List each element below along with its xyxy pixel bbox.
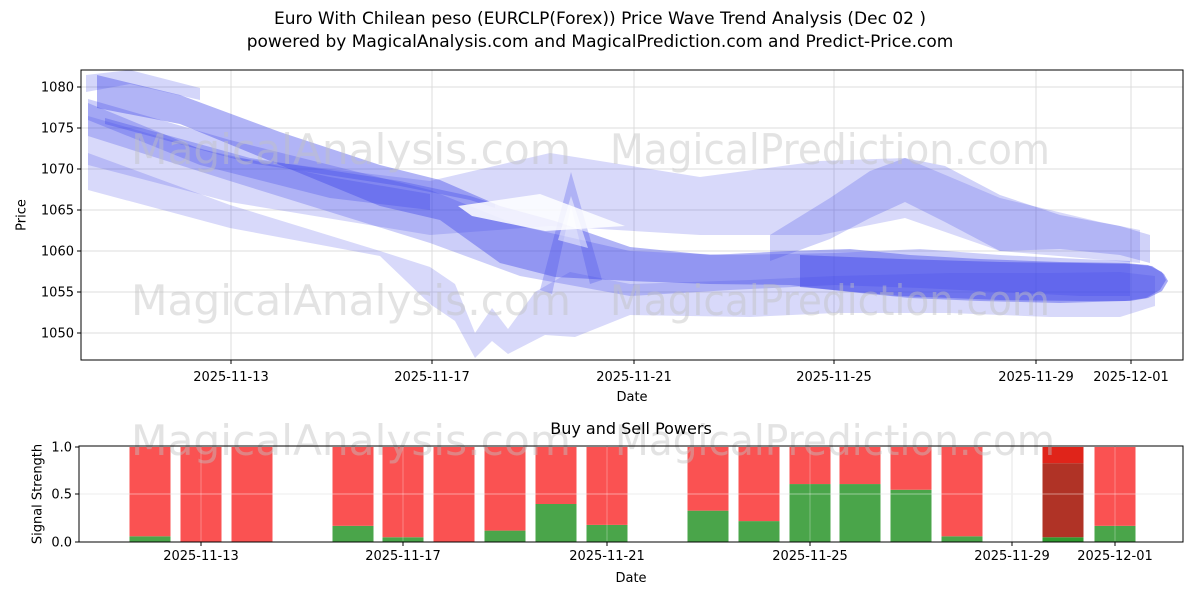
signal-x-axis-label: Date (615, 571, 647, 586)
watermark-text: MagicalAnalysis.com (131, 416, 571, 465)
signal-bar-segment-red (941, 447, 983, 537)
price-band-dark-core (97, 75, 1166, 303)
signal-bar-segment-red (535, 447, 577, 504)
price-ytick-label: 1080 (41, 81, 74, 96)
signal-bar-segment-red (231, 447, 273, 542)
price-band-pinch-line (105, 118, 495, 208)
signal-bar-segment-red (129, 447, 171, 537)
signal-bar-segment-red (890, 447, 932, 490)
price-plot-border (80, 69, 1184, 361)
price-band-right-bump (770, 158, 1150, 263)
signal-xtick-label: 2025-11-13 (163, 549, 239, 564)
price-y-axis-label: Price (14, 199, 30, 231)
signal-bar-segment-green (535, 504, 577, 542)
signal-bar-segment-green (687, 510, 729, 542)
signal-bar-segment-green (789, 484, 831, 542)
watermark-text: MagicalPrediction.com (610, 125, 1050, 174)
signal-bar-segment-red (586, 447, 628, 525)
signal-bar-segment-hl_darkred (1042, 463, 1084, 538)
signal-bar-segment-red (839, 447, 881, 485)
watermark-text: MagicalAnalysis.com (131, 125, 571, 174)
watermark-text: MagicalPrediction.com (615, 416, 1055, 465)
signal-bar-segment-red (180, 447, 222, 542)
signal-y-axis-label: Signal Strength (30, 443, 46, 545)
price-band-light-upper (88, 116, 1140, 263)
signal-bar-segment-green (890, 489, 932, 542)
price-xtick-label: 2025-11-17 (394, 370, 470, 385)
price-band-right-finger (800, 255, 1168, 301)
price-ytick-label: 1075 (41, 122, 74, 137)
price-ytick-label: 1050 (41, 327, 74, 342)
price-band-medium-mid (88, 99, 1130, 296)
signal-bar-segment-red (332, 447, 374, 526)
main-title-line1: Euro With Chilean peso (EURCLP(Forex)) P… (274, 9, 926, 29)
price-ytick-label: 1065 (41, 204, 74, 219)
price-xtick-label: 2025-11-25 (796, 370, 872, 385)
price-band-dark-crossing (88, 103, 430, 210)
price-white-spike-inner (558, 196, 588, 248)
signal-xtick-label: 2025-11-29 (974, 549, 1050, 564)
price-band-left-top-sliver (86, 70, 200, 100)
signal-bar-segment-red (484, 447, 526, 531)
signal-xtick-label: 2025-12-01 (1077, 549, 1153, 564)
signal-bar-segment-green (484, 530, 526, 542)
price-band-spike (540, 172, 602, 294)
signal-bar-segment-red (738, 447, 780, 522)
price-xtick-label: 2025-12-01 (1093, 370, 1169, 385)
price-white-sliver-wedge (458, 194, 625, 231)
signal-bar-segment-green (332, 525, 374, 542)
signal-chart-title: Buy and Sell Powers (550, 419, 712, 438)
signal-bar-segment-green (586, 524, 628, 542)
signal-bar-segment-red (1094, 447, 1136, 526)
signal-bar-segment-green (1094, 525, 1136, 542)
signal-bar-segment-hl_red (1042, 447, 1084, 464)
watermark-text: MagicalPrediction.com (610, 276, 1050, 325)
price-xtick-label: 2025-11-29 (998, 370, 1074, 385)
signal-ytick-label: 0.5 (51, 488, 72, 503)
price-xtick-label: 2025-11-13 (193, 370, 269, 385)
signal-bar-segment-green (129, 536, 171, 542)
signal-bar-segment-hl_green (1042, 537, 1084, 542)
main-title-line2: powered by MagicalAnalysis.com and Magic… (246, 32, 954, 52)
price-x-axis-label: Date (616, 390, 648, 405)
signal-bar-segment-green (941, 536, 983, 542)
signal-bar-segment-red (433, 447, 475, 542)
watermark-text: MagicalAnalysis.com (131, 276, 571, 325)
signal-bar-segment-green (738, 521, 780, 542)
price-ytick-label: 1055 (41, 286, 74, 301)
price-band-light-lower-dip (88, 153, 1155, 358)
signal-xtick-label: 2025-11-25 (772, 549, 848, 564)
signal-ytick-label: 0.0 (51, 536, 72, 551)
signal-bar-segment-red (687, 447, 729, 511)
price-ytick-label: 1060 (41, 245, 74, 260)
signal-bar-segment-green (839, 484, 881, 542)
signal-bar-segment-red (382, 447, 424, 538)
price-ytick-label: 1070 (41, 163, 74, 178)
signal-bar-segment-green (382, 537, 424, 542)
signal-ytick-label: 1.0 (51, 441, 72, 456)
price-xtick-label: 2025-11-21 (596, 370, 672, 385)
signal-bar-segment-red (789, 447, 831, 485)
signal-xtick-label: 2025-11-17 (365, 549, 441, 564)
signal-xtick-label: 2025-11-21 (569, 549, 645, 564)
